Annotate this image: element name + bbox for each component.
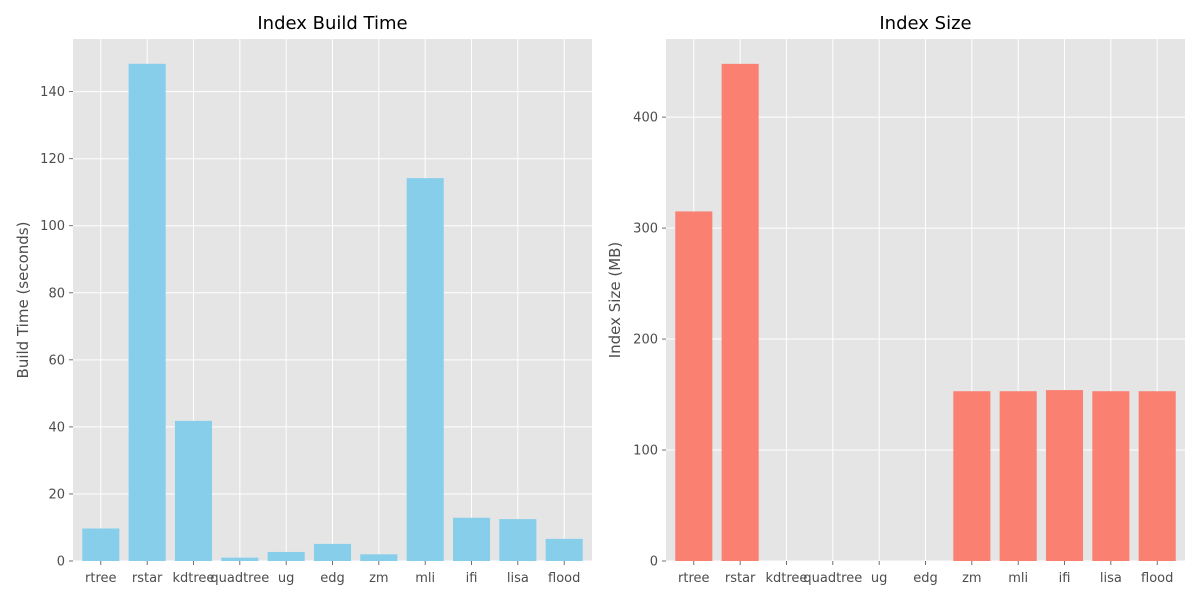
bar-kdtree <box>174 420 213 561</box>
y-tick-label: 400 <box>633 111 658 126</box>
y-tick-label: 100 <box>633 444 658 459</box>
bar-quadtree <box>221 557 259 561</box>
bar-ifi <box>1045 390 1084 561</box>
x-tick-label: ifi <box>1059 571 1071 586</box>
x-tick-label: ifi <box>466 571 478 586</box>
x-tick-label: quadtree <box>210 571 269 586</box>
x-tick-label: flood <box>548 571 580 586</box>
y-tick-label: 300 <box>633 222 658 237</box>
bar-zm <box>953 391 991 561</box>
chart-title: Index Size <box>879 13 971 34</box>
x-tick-label: mli <box>415 571 435 586</box>
x-tick-label: ug <box>278 571 295 586</box>
subplot-1: 0 20 40 60 80 100 120 140 rtree rstar kdtreequadtr… <box>14 13 592 586</box>
y-tick-label: 200 <box>633 333 658 348</box>
x-tick-label: zm <box>962 571 982 586</box>
bar-rtree <box>82 528 120 561</box>
bar-rtree <box>675 211 713 562</box>
y-tick-label: 40 <box>48 420 65 435</box>
bar-lisa <box>1092 391 1130 561</box>
bar-lisa <box>499 519 537 561</box>
y-tick-label: 100 <box>40 219 65 234</box>
x-tick-label: kdtree <box>766 571 808 586</box>
x-tick-label: flood <box>1141 571 1173 586</box>
y-tick-label: 20 <box>48 487 65 502</box>
bar-mli <box>999 391 1037 561</box>
bar-ug <box>267 551 305 561</box>
x-tick-label: mli <box>1008 571 1028 586</box>
x-tick-label: rtree <box>678 571 710 586</box>
x-tick-label: edg <box>320 571 345 586</box>
chart-title: Index Build Time <box>257 13 407 34</box>
bar-mli <box>406 178 444 562</box>
bar-zm <box>360 554 398 561</box>
y-tick-label: 0 <box>650 555 658 570</box>
y-axis-label: Build Time (seconds) <box>14 222 32 379</box>
bar-flood <box>1138 391 1176 561</box>
x-tick-label: quadtree <box>803 571 862 586</box>
x-tick-label: edg <box>913 571 938 586</box>
x-tick-label: ug <box>871 571 888 586</box>
x-tick-label: rstar <box>725 571 756 586</box>
bar-edg <box>313 543 352 561</box>
y-tick-label: 60 <box>48 353 65 368</box>
bar-rstar <box>128 63 166 561</box>
x-tick-label: kdtree <box>173 571 215 586</box>
bar-ifi <box>452 517 491 561</box>
x-tick-label: lisa <box>507 571 529 586</box>
bar-rstar <box>721 63 759 561</box>
y-axis-label: Index Size (MB) <box>606 242 624 359</box>
x-tick-label: zm <box>369 571 389 586</box>
y-tick-label: 120 <box>40 152 65 167</box>
y-tick-label: 80 <box>48 286 65 301</box>
x-tick-label: lisa <box>1100 571 1122 586</box>
x-tick-label: rstar <box>132 571 163 586</box>
x-tick-label: rtree <box>85 571 117 586</box>
bar-flood <box>545 538 583 561</box>
y-tick-label: 0 <box>57 555 65 570</box>
y-tick-label: 140 <box>40 85 65 100</box>
